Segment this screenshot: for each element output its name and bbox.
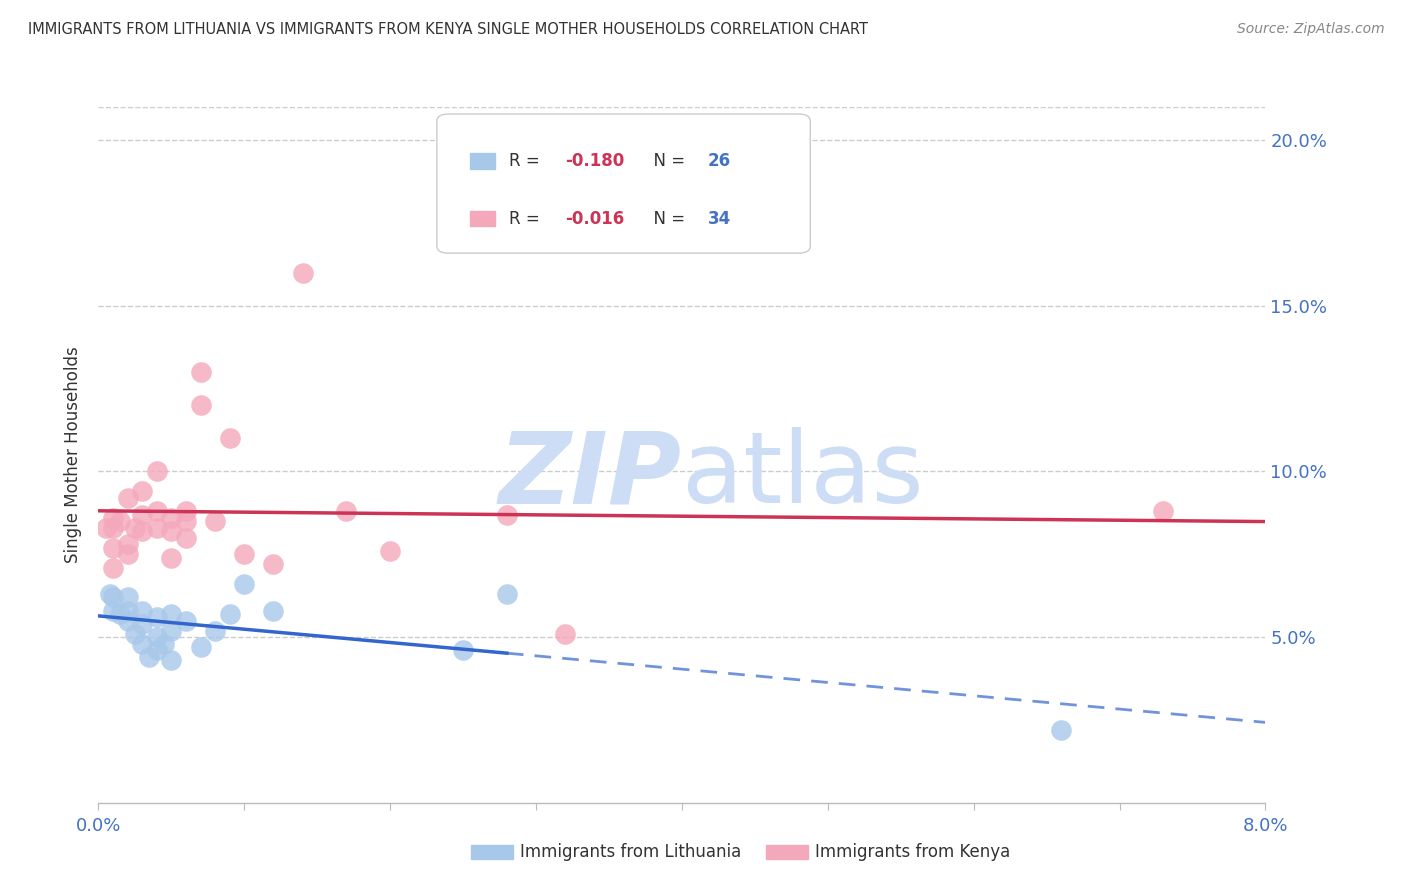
FancyBboxPatch shape	[437, 114, 810, 253]
Point	[117, 537, 139, 551]
Bar	[470, 211, 495, 227]
Point	[262, 558, 284, 572]
Point	[204, 514, 226, 528]
Y-axis label: Single Mother Households: Single Mother Households	[65, 347, 83, 563]
Point	[146, 630, 169, 644]
Text: N =: N =	[644, 210, 690, 227]
Point	[174, 514, 197, 528]
Text: IMMIGRANTS FROM LITHUANIA VS IMMIGRANTS FROM KENYA SINGLE MOTHER HOUSEHOLDS CORR: IMMIGRANTS FROM LITHUANIA VS IMMIGRANTS …	[28, 22, 868, 37]
Point	[160, 524, 183, 538]
Point	[160, 624, 183, 638]
Point	[451, 643, 474, 657]
Point	[101, 604, 124, 618]
Point	[117, 591, 139, 605]
Point	[146, 643, 169, 657]
Point	[131, 484, 153, 499]
Text: 26: 26	[707, 152, 731, 170]
Point	[174, 504, 197, 518]
Point	[160, 511, 183, 525]
Point	[218, 607, 240, 621]
Point	[98, 587, 121, 601]
Point	[101, 511, 124, 525]
Point	[146, 504, 169, 518]
Point	[262, 604, 284, 618]
Point	[101, 521, 124, 535]
Point	[117, 614, 139, 628]
Text: ZIP: ZIP	[499, 427, 682, 524]
Point	[101, 541, 124, 555]
Point	[101, 591, 124, 605]
Point	[233, 577, 256, 591]
Text: N =: N =	[644, 152, 690, 170]
Point	[190, 640, 212, 654]
Point	[291, 266, 314, 280]
Point	[160, 653, 183, 667]
Point	[496, 587, 519, 601]
Point	[124, 627, 146, 641]
Point	[153, 637, 176, 651]
Text: -0.180: -0.180	[565, 152, 624, 170]
Text: Immigrants from Lithuania: Immigrants from Lithuania	[520, 843, 741, 861]
Point	[190, 365, 212, 379]
Point	[117, 547, 139, 561]
Point	[378, 544, 402, 558]
Point	[496, 508, 519, 522]
Point	[131, 637, 153, 651]
Text: -0.016: -0.016	[565, 210, 624, 227]
Point	[124, 521, 146, 535]
Point	[146, 610, 169, 624]
Point	[1050, 723, 1073, 737]
Point	[117, 604, 139, 618]
Text: Source: ZipAtlas.com: Source: ZipAtlas.com	[1237, 22, 1385, 37]
Point	[131, 616, 153, 631]
Point	[138, 650, 160, 665]
Point	[204, 624, 226, 638]
Point	[554, 627, 576, 641]
Point	[110, 607, 132, 621]
Point	[117, 491, 139, 505]
Point	[94, 521, 117, 535]
Point	[174, 614, 197, 628]
Text: atlas: atlas	[682, 427, 924, 524]
Text: R =: R =	[509, 210, 546, 227]
Point	[160, 607, 183, 621]
Point	[233, 547, 256, 561]
Point	[190, 398, 212, 412]
Text: Immigrants from Kenya: Immigrants from Kenya	[815, 843, 1011, 861]
Point	[146, 465, 169, 479]
Point	[335, 504, 357, 518]
Point	[101, 560, 124, 574]
Point	[131, 604, 153, 618]
Point	[110, 514, 132, 528]
Point	[146, 521, 169, 535]
Text: R =: R =	[509, 152, 546, 170]
Text: 34: 34	[707, 210, 731, 227]
Point	[174, 531, 197, 545]
Point	[131, 508, 153, 522]
Point	[131, 524, 153, 538]
Point	[1152, 504, 1174, 518]
Point	[160, 550, 183, 565]
Point	[218, 431, 240, 445]
Bar	[470, 153, 495, 169]
